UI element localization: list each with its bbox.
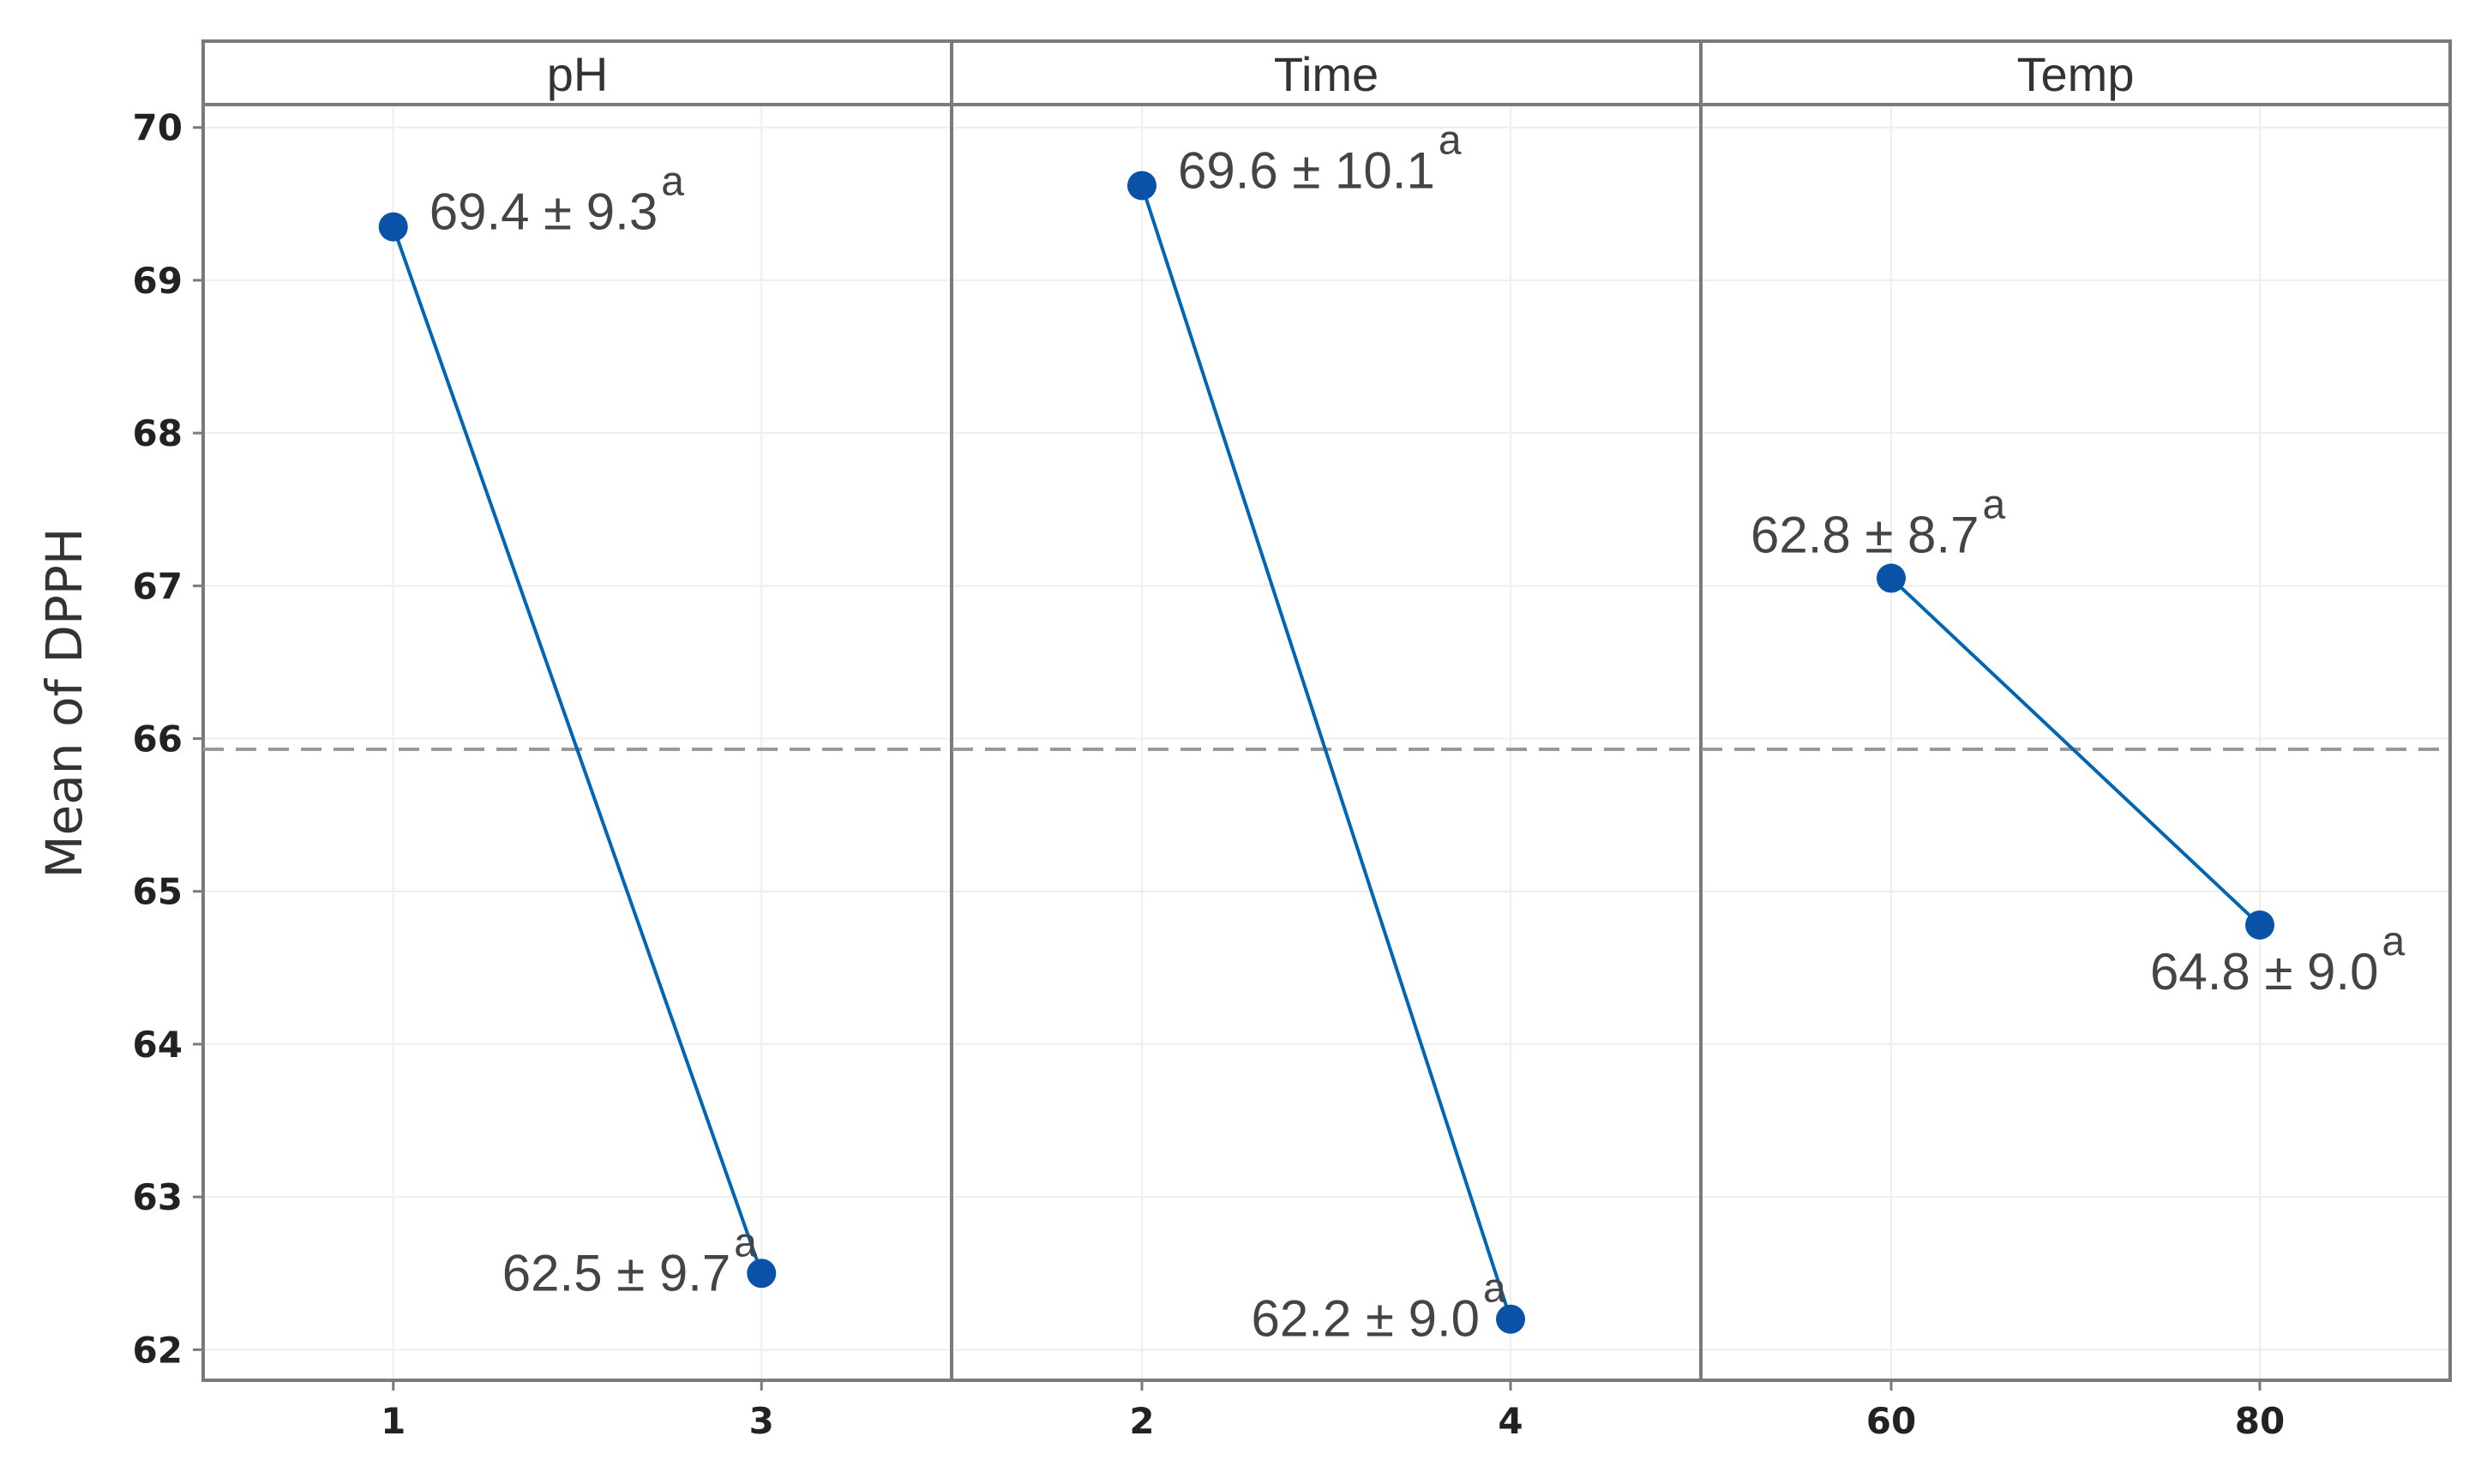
panel-strip-label: Time	[1274, 47, 1379, 101]
panel-strip-label: pH	[547, 47, 609, 101]
data-label: 69.4 ± 9.3	[430, 183, 658, 241]
series-line	[391, 225, 764, 1274]
x-tick-label: 80	[2235, 1400, 2285, 1442]
data-point	[1126, 171, 1156, 201]
y-tick-label: 65	[133, 871, 183, 913]
data-label: 62.8 ± 8.7	[1751, 506, 1979, 563]
data-label-superscript: a	[1439, 117, 1462, 163]
panel-strip-label: Temp	[2017, 47, 2135, 101]
panel-frame	[1699, 103, 2452, 1382]
data-point	[2245, 910, 2275, 940]
x-tick-label: 1	[381, 1400, 405, 1442]
gridlines	[203, 105, 2450, 1380]
y-tick-label: 68	[133, 412, 183, 454]
data-label-superscript: a	[2382, 919, 2405, 964]
panel-frame	[201, 103, 953, 1382]
x-tick-label: 4	[1498, 1400, 1523, 1442]
y-tick-label: 66	[133, 718, 183, 760]
x-tick-label: 60	[1866, 1400, 1916, 1442]
data-label-superscript: a	[1982, 482, 2005, 527]
y-tick-label: 64	[133, 1024, 183, 1066]
data-label-superscript: a	[1483, 1266, 1506, 1312]
data-label-superscript: a	[661, 159, 684, 205]
panels: pH 1 3 Time 2 4 Temp 60 80	[201, 39, 2452, 1442]
y-tick-label: 63	[133, 1176, 183, 1218]
y-tick-label: 69	[133, 260, 183, 302]
data-label: 62.5 ± 9.7	[502, 1244, 730, 1301]
data-point	[1496, 1304, 1526, 1334]
panel-strip	[1699, 39, 2452, 106]
panel-frame	[950, 103, 1703, 1382]
data-label: 62.2 ± 9.0	[1252, 1290, 1480, 1348]
y-axis: 62 63 64 65 66 67 68 69 70	[133, 107, 203, 1371]
panel-strip	[201, 39, 953, 106]
x-tick-label: 3	[749, 1400, 774, 1442]
data-point	[1876, 563, 1906, 593]
y-tick-label: 70	[133, 107, 183, 149]
data-label-superscript: a	[734, 1220, 757, 1265]
data-label: 69.6 ± 10.1	[1178, 141, 1435, 199]
x-tick-label: 2	[1129, 1400, 1154, 1442]
series-line	[1889, 576, 2262, 927]
y-tick-label: 62	[133, 1329, 183, 1371]
data-label: 64.8 ± 9.0	[2150, 943, 2378, 1000]
data-point	[378, 212, 408, 242]
data-point	[747, 1259, 777, 1289]
y-tick-label: 67	[133, 565, 183, 607]
series-line	[1140, 184, 1512, 1320]
y-axis-title: Mean of DPPH	[35, 527, 93, 878]
